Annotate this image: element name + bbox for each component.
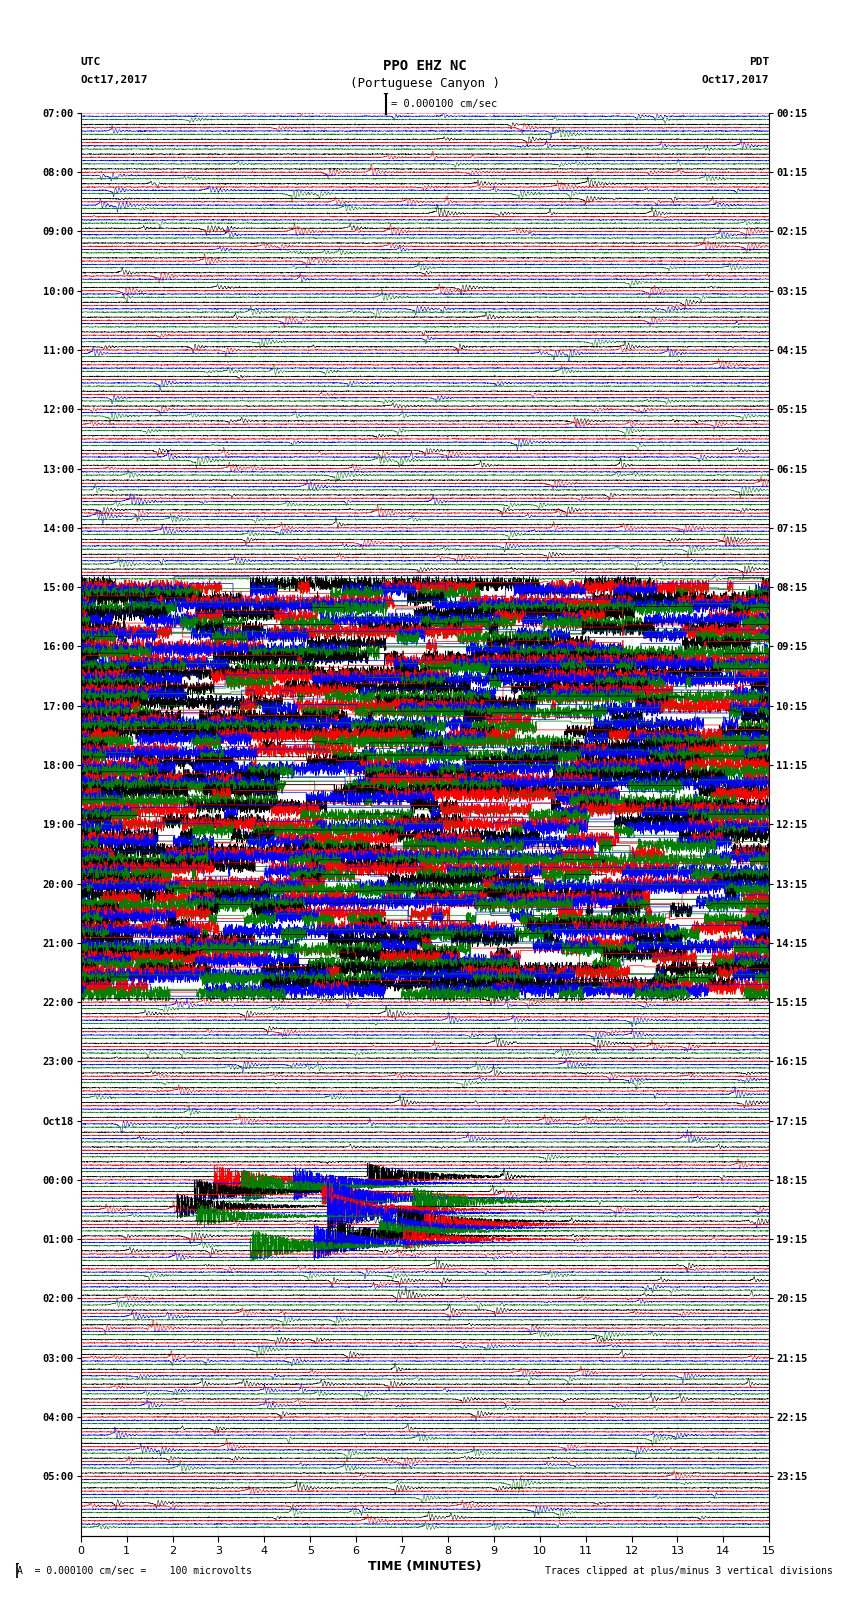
Text: PDT: PDT	[749, 56, 769, 66]
Text: (Portuguese Canyon ): (Portuguese Canyon )	[350, 77, 500, 90]
Text: Oct17,2017: Oct17,2017	[702, 74, 769, 84]
Text: = 0.000100 cm/sec: = 0.000100 cm/sec	[391, 98, 497, 110]
X-axis label: TIME (MINUTES): TIME (MINUTES)	[368, 1560, 482, 1573]
Text: Traces clipped at plus/minus 3 vertical divisions: Traces clipped at plus/minus 3 vertical …	[545, 1566, 833, 1576]
Text: PPO EHZ NC: PPO EHZ NC	[383, 60, 467, 73]
Text: A  = 0.000100 cm/sec =    100 microvolts: A = 0.000100 cm/sec = 100 microvolts	[17, 1566, 252, 1576]
Text: Oct17,2017: Oct17,2017	[81, 74, 148, 84]
Text: UTC: UTC	[81, 56, 101, 66]
